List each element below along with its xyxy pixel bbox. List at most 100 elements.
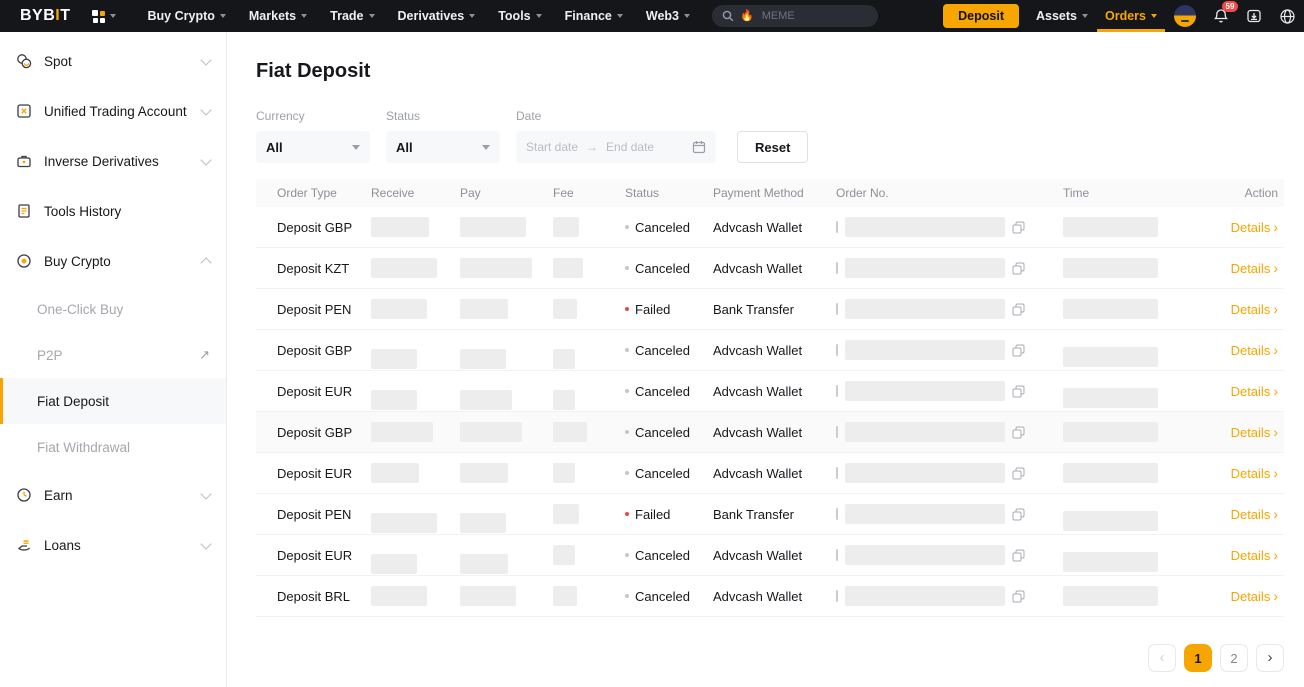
copy-icon[interactable]: [1012, 221, 1025, 234]
chevron-down-icon: [368, 14, 375, 18]
notifications-button[interactable]: 59: [1213, 1, 1238, 24]
copy-icon[interactable]: [1012, 262, 1025, 275]
sidebar-item-unified-trading-account[interactable]: Unified Trading Account: [0, 86, 226, 136]
reset-button[interactable]: Reset: [737, 131, 809, 163]
fee-redacted: [553, 258, 625, 278]
order-type: Deposit GBP: [277, 219, 353, 235]
chevron-down-icon: [684, 14, 690, 18]
details-link[interactable]: Details ›: [1230, 383, 1278, 399]
currency-select[interactable]: All: [256, 131, 370, 163]
pagination-prev-button[interactable]: ‹: [1148, 644, 1176, 672]
copy-icon[interactable]: [1012, 426, 1025, 439]
deposit-button[interactable]: Deposit: [943, 4, 1019, 28]
sidebar-item-p2p[interactable]: P2P ↗: [37, 347, 210, 363]
nav-orders[interactable]: Orders: [1097, 0, 1165, 32]
chevron-right-icon: ›: [1273, 547, 1278, 563]
nav-assets[interactable]: Assets: [1036, 0, 1088, 32]
sidebar-item-one-click-buy[interactable]: One-Click Buy: [37, 301, 124, 317]
language-button[interactable]: [1279, 8, 1296, 25]
sidebar-item-earn[interactable]: Earn: [0, 470, 226, 520]
nav-derivatives[interactable]: Derivatives: [398, 0, 476, 32]
pagination-next-button[interactable]: ›: [1256, 644, 1284, 672]
copy-icon[interactable]: [1012, 303, 1025, 316]
copy-icon[interactable]: [1012, 385, 1025, 398]
search-icon: [722, 10, 734, 22]
pagination-page-2[interactable]: 2: [1220, 644, 1248, 672]
order-type: Deposit GBP: [277, 342, 353, 358]
status-cell: Canceled: [625, 220, 713, 235]
range-arrow-icon: →: [586, 140, 599, 154]
time-redacted: [1063, 586, 1213, 606]
search-input[interactable]: [759, 9, 854, 23]
table-row: Deposit BRL Canceled Advcash Wallet Deta…: [256, 576, 1284, 617]
payment-method: Bank Transfer: [713, 301, 794, 317]
nav-markets[interactable]: Markets: [249, 0, 308, 32]
table-row: Deposit PEN Failed Bank Transfer Details…: [256, 494, 1284, 535]
status-cell: Canceled: [625, 589, 713, 604]
details-link[interactable]: Details ›: [1230, 465, 1278, 481]
details-link[interactable]: Details ›: [1230, 547, 1278, 563]
time-redacted: [1063, 381, 1213, 408]
nav-finance[interactable]: Finance: [565, 0, 623, 32]
export-history-button[interactable]: [1246, 8, 1262, 24]
nav-trade[interactable]: Trade: [330, 0, 375, 32]
date-range-input[interactable]: Start date → End date: [516, 131, 716, 163]
time-redacted: [1063, 504, 1213, 531]
details-link[interactable]: Details ›: [1230, 588, 1278, 604]
chevron-down-icon: [352, 144, 360, 150]
details-link[interactable]: Details ›: [1230, 260, 1278, 276]
table-row: Deposit KZT Canceled Advcash Wallet Deta…: [256, 248, 1284, 289]
bybit-logo[interactable]: BYB I T: [20, 7, 71, 25]
table-row: Deposit GBP Canceled Advcash Wallet Deta…: [256, 412, 1284, 453]
sidebar-item-fiat-deposit[interactable]: Fiat Deposit: [0, 378, 226, 424]
copy-icon[interactable]: [1012, 590, 1025, 603]
sidebar-item-fiat-withdrawal[interactable]: Fiat Withdrawal: [37, 439, 131, 455]
order-no-cell: [836, 586, 1063, 606]
chevron-down-icon: [535, 14, 542, 18]
payment-method: Advcash Wallet: [713, 383, 803, 399]
sidebar-item-inverse-derivatives[interactable]: Inverse Derivatives: [0, 136, 226, 186]
details-link[interactable]: Details ›: [1230, 506, 1278, 522]
currency-filter-label: Currency: [256, 109, 305, 123]
external-link-icon: ↗: [199, 347, 210, 362]
nav-buy-crypto[interactable]: Buy Crypto: [148, 0, 226, 32]
time-redacted: [1063, 463, 1213, 483]
spot-icon: [17, 54, 32, 69]
sidebar-item-loans[interactable]: Loans: [0, 520, 226, 570]
nav-right-section: Assets Orders 59: [1036, 0, 1296, 32]
logo-text-2: T: [60, 7, 71, 24]
copy-icon[interactable]: [1012, 467, 1025, 480]
details-link[interactable]: Details ›: [1230, 219, 1278, 235]
user-avatar[interactable]: [1174, 5, 1196, 27]
details-link[interactable]: Details ›: [1230, 342, 1278, 358]
copy-icon[interactable]: [1012, 549, 1025, 562]
nav-tools[interactable]: Tools: [498, 0, 542, 32]
search-bar[interactable]: 🔥: [712, 5, 878, 27]
chevron-down-icon: [200, 53, 212, 66]
pay-redacted: [460, 340, 553, 369]
receive-redacted: [371, 381, 460, 410]
chevron-down-icon: [200, 103, 212, 116]
copy-icon[interactable]: [1012, 508, 1025, 521]
pay-redacted: [460, 545, 553, 574]
sidebar-item-tools-history[interactable]: Tools History: [0, 186, 226, 236]
details-link[interactable]: Details ›: [1230, 424, 1278, 440]
filters-bar: Currency All Status All Date Start date …: [256, 109, 1284, 163]
apps-grid-menu[interactable]: [91, 9, 116, 24]
pagination-page-1[interactable]: 1: [1184, 644, 1212, 672]
sidebar-item-buy-crypto[interactable]: Buy Crypto: [0, 236, 226, 286]
sidebar-item-spot[interactable]: Spot: [0, 36, 226, 86]
payment-method: Advcash Wallet: [713, 465, 803, 481]
status-select[interactable]: All: [386, 131, 500, 163]
status-cell: Canceled: [625, 384, 713, 399]
col-order-type: Order Type: [277, 186, 337, 200]
status-cell: Canceled: [625, 343, 713, 358]
nav-web3[interactable]: Web3: [646, 0, 690, 32]
col-order-no: Order No.: [836, 186, 889, 200]
payment-method: Advcash Wallet: [713, 342, 803, 358]
receive-redacted: [371, 545, 460, 574]
col-status: Status: [625, 186, 660, 200]
fee-redacted: [553, 545, 625, 565]
details-link[interactable]: Details ›: [1230, 301, 1278, 317]
copy-icon[interactable]: [1012, 344, 1025, 357]
